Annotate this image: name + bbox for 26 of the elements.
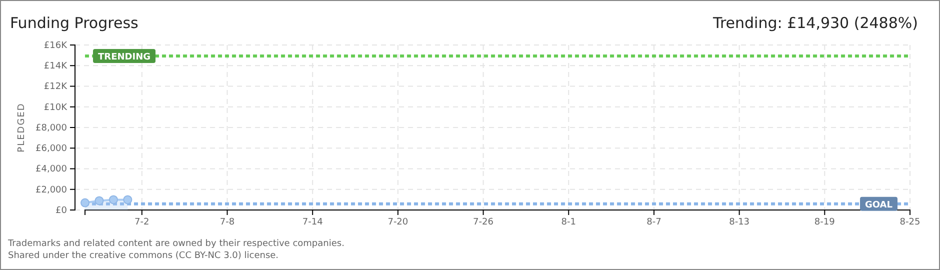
ref-line-label: GOAL (865, 200, 893, 210)
x-tick-label: 7-8 (220, 217, 235, 228)
y-axis-title: PLEDGED (17, 102, 27, 152)
chart-title: Funding Progress (10, 14, 139, 32)
text: Shared under the creative commons (CC BY-NC 3.0) license. (8, 251, 279, 261)
y-tick-label: £16K (44, 40, 68, 51)
text: Trademarks and related content are owned by their respective companies. (7, 239, 344, 249)
x-tick-label: 8-1 (561, 217, 576, 228)
y-tick-label: £12K (44, 82, 68, 92)
y-tick-label: £0 (56, 206, 68, 216)
x-tick-label: 8-7 (646, 217, 662, 228)
y-tick-label: £4,000 (36, 164, 68, 175)
x-tick-label: 8-13 (729, 217, 750, 228)
x-tick-label: 7-2 (134, 217, 150, 228)
x-tick-label: 7-14 (302, 217, 324, 228)
ref-line-label: TRENDING (98, 52, 150, 63)
x-tick-label: 8-19 (814, 217, 836, 228)
y-tick-label: £10K (44, 102, 68, 113)
x-tick-label: 8-25 (900, 217, 920, 228)
chart-subtitle: Trending: £14,930 (2488%) (712, 14, 918, 32)
y-tick-label: £6,000 (36, 144, 68, 154)
y-tick-label: £2,000 (36, 185, 68, 196)
x-tick-label: 7-26 (473, 217, 494, 228)
y-tick-label: £8,000 (36, 123, 68, 134)
y-tick-label: £14K (44, 62, 68, 72)
x-tick-label: 7-20 (388, 217, 408, 228)
